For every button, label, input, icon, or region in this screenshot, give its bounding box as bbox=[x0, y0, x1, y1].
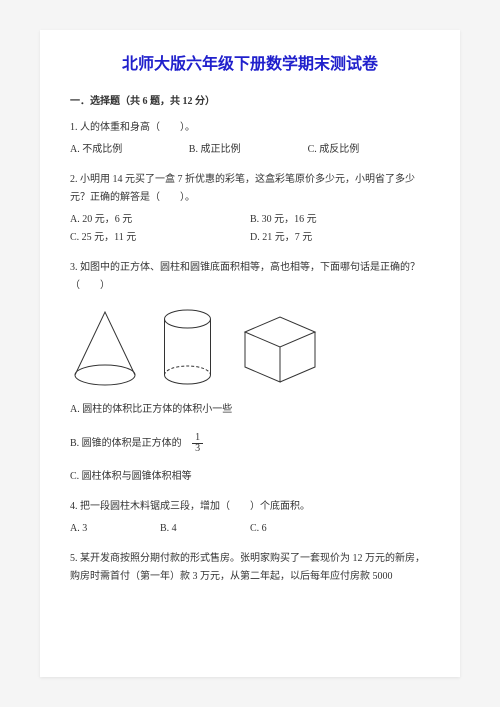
q2-opt-d: D. 21 元，7 元 bbox=[250, 229, 430, 247]
question-1: 1. 人的体重和身高（ ）。 A. 不成比例 B. 成正比例 C. 成反比例 bbox=[70, 119, 430, 159]
frac-den: 3 bbox=[192, 444, 203, 454]
question-4: 4. 把一段圆柱木料锯成三段，增加（ ）个底面积。 A. 3 B. 4 C. 6 bbox=[70, 498, 430, 538]
page-title: 北师大版六年级下册数学期末测试卷 bbox=[70, 50, 430, 74]
q3-opt-b-text: B. 圆锥的体积是正方体的 bbox=[70, 438, 182, 449]
q4-opt-c: C. 6 bbox=[250, 520, 340, 538]
q3-opt-b: B. 圆锥的体积是正方体的 1 3 bbox=[70, 433, 430, 454]
q3-opt-c: C. 圆柱体积与圆锥体积相等 bbox=[70, 468, 430, 486]
q1-text: 1. 人的体重和身高（ ）。 bbox=[70, 119, 430, 137]
cone-icon bbox=[70, 307, 140, 387]
fraction-icon: 1 3 bbox=[192, 433, 203, 454]
q2-opt-a: A. 20 元，6 元 bbox=[70, 211, 250, 229]
q3-text: 3. 如图中的正方体、圆柱和圆锥底面积相等，高也相等，下面哪句话是正确的？（ ） bbox=[70, 259, 430, 295]
q4-opt-b: B. 4 bbox=[160, 520, 250, 538]
q2-opt-b: B. 30 元，16 元 bbox=[250, 211, 430, 229]
q4-opt-a: A. 3 bbox=[70, 520, 160, 538]
q1-opt-a: A. 不成比例 bbox=[70, 141, 189, 159]
cylinder-icon bbox=[160, 307, 215, 387]
q1-opt-c: C. 成反比例 bbox=[308, 141, 427, 159]
q2-opt-c: C. 25 元，11 元 bbox=[70, 229, 250, 247]
q1-opt-b: B. 成正比例 bbox=[189, 141, 308, 159]
question-2: 2. 小明用 14 元买了一盒 7 折优惠的彩笔，这盒彩笔原价多少元，小明省了多… bbox=[70, 171, 430, 247]
shapes-row bbox=[70, 307, 430, 387]
section-heading: 一．选择题（共 6 题，共 12 分） bbox=[70, 92, 430, 107]
q3-opt-a: A. 圆柱的体积比正方体的体积小一些 bbox=[70, 401, 430, 419]
cube-icon bbox=[235, 307, 325, 387]
q5-text: 5. 某开发商按照分期付款的形式售房。张明家购买了一套现价为 12 万元的新房，… bbox=[70, 550, 430, 586]
q4-text: 4. 把一段圆柱木料锯成三段，增加（ ）个底面积。 bbox=[70, 498, 430, 516]
question-5: 5. 某开发商按照分期付款的形式售房。张明家购买了一套现价为 12 万元的新房，… bbox=[70, 550, 430, 586]
question-3: 3. 如图中的正方体、圆柱和圆锥底面积相等，高也相等，下面哪句话是正确的？（ ）… bbox=[70, 259, 430, 486]
q2-text: 2. 小明用 14 元买了一盒 7 折优惠的彩笔，这盒彩笔原价多少元，小明省了多… bbox=[70, 171, 430, 207]
